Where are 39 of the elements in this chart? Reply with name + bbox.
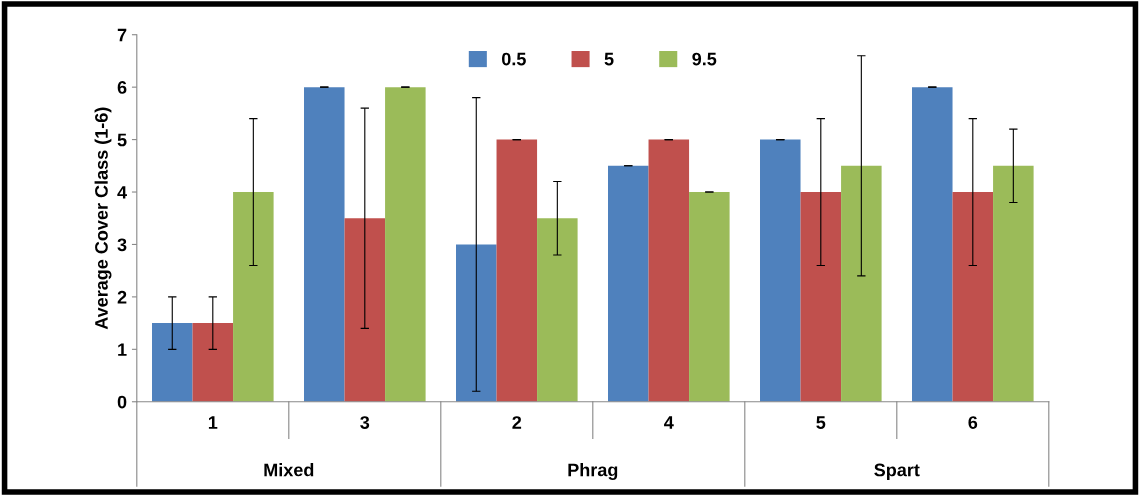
x-tick-label: 5 [816,416,826,429]
bar [152,323,193,402]
bar [841,165,882,402]
bar [233,192,274,402]
x-tick-label: 1 [208,416,218,429]
bar [192,323,234,402]
text: Mixed [264,463,314,477]
bar [912,87,953,402]
bar [385,87,426,402]
legend-label: 0.5 [502,52,526,66]
bar [760,139,801,402]
bar [496,139,538,402]
x-tick-label: 4 [664,416,674,429]
y-tick-label: 4 [117,186,127,199]
bar [952,192,994,402]
x-tick-label: 6 [968,416,978,429]
bar [993,165,1034,402]
legend-label: 5 [604,52,614,66]
legend-label: 9.5 [692,52,717,66]
bar [456,244,497,402]
bar [537,218,578,402]
y-tick-label: 1 [118,343,127,356]
text: Phrag [568,463,618,480]
bar [344,218,386,402]
x-tick-label: 2 [512,416,522,429]
y-tick-label: 5 [117,133,127,147]
y-tick-label: 6 [117,81,127,94]
bar [304,87,345,402]
y-tick-label: 7 [117,28,127,42]
bar [800,192,842,402]
y-tick-label: 3 [117,238,127,252]
bar [608,165,649,402]
y-tick-label: 0 [117,395,127,409]
bar [689,192,730,402]
x-tick-label: 3 [360,416,370,429]
bar [648,139,690,402]
text: Spart [874,463,920,480]
y-axis-title: Average Cover Class (1-6) [94,107,112,330]
y-tick-label: 2 [117,290,127,304]
